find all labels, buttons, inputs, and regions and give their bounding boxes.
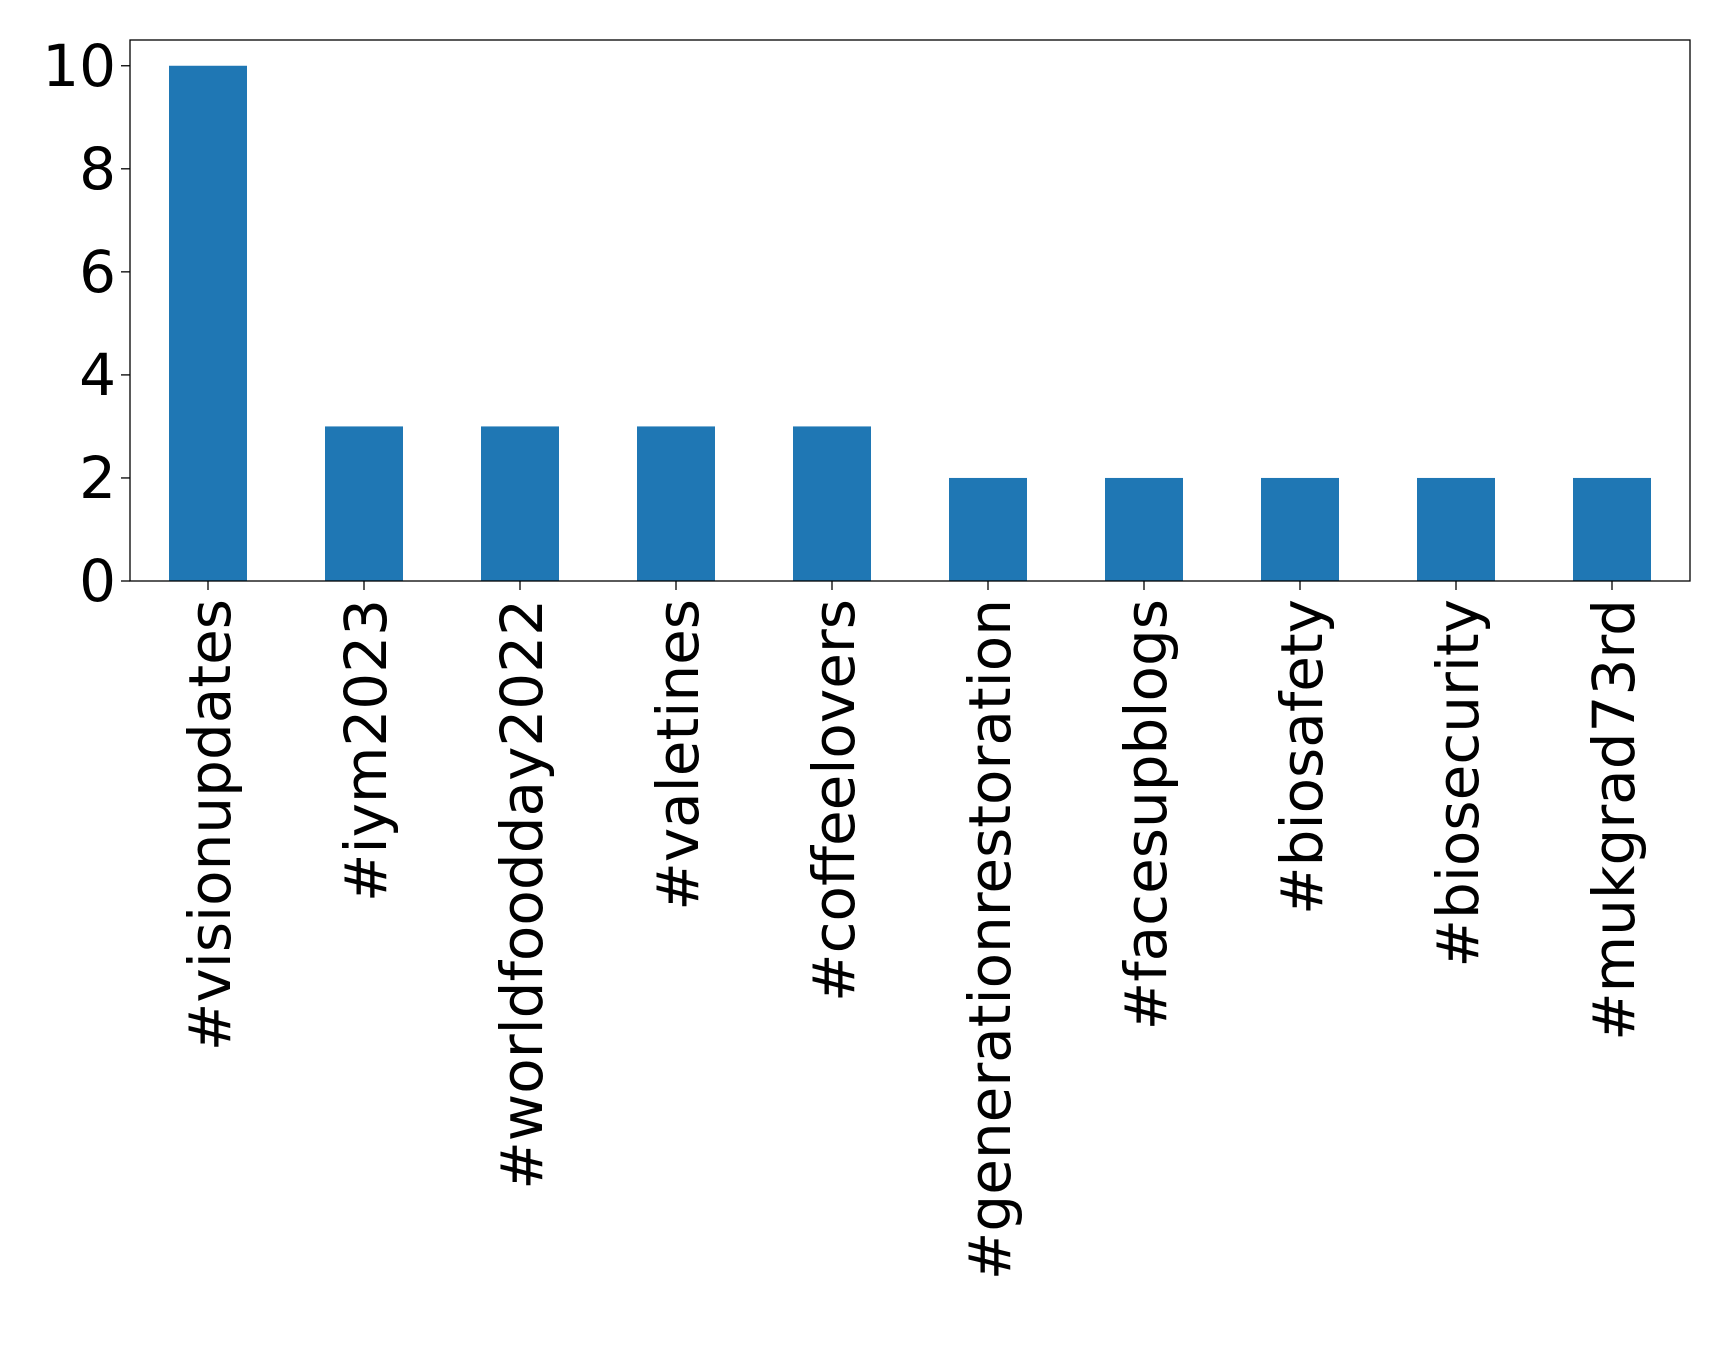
x-tick-label: #mukgrad73rd [1580,599,1648,1041]
x-tick-label: #biosecurity [1424,599,1492,968]
bar [169,65,247,581]
x-tick-label: #biosafety [1268,599,1336,915]
bar [637,426,715,581]
x-tick-label: #generationrestoration [956,599,1024,1280]
bar [1573,477,1651,581]
x-tick-label: #valetines [644,599,712,911]
y-tick-label: 0 [79,547,116,615]
bar [1105,477,1183,581]
y-tick-label: 4 [79,341,116,409]
bar [325,426,403,581]
x-tick-label: #visionupdates [176,599,244,1051]
y-tick-label: 6 [79,238,116,306]
x-tick-label: #facesupblogs [1112,599,1180,1030]
x-tick-label: #worldfoodday2022 [488,599,556,1190]
y-tick-label: 2 [79,444,116,512]
x-tick-label: #coffeelovers [800,599,868,1002]
bar [1261,477,1339,581]
bar [481,426,559,581]
y-axis: 0 2 4 6 8 10 [42,32,130,615]
bar-series [169,65,1651,581]
x-axis: #visionupdates #iym2023 #worldfoodday2022 #… [176,581,1648,1280]
bar [949,477,1027,581]
bar [1417,477,1495,581]
x-tick-label: #iym2023 [332,599,400,902]
bar [793,426,871,581]
plot-frame [129,39,1691,582]
y-tick-label: 10 [42,32,116,100]
y-tick-label: 8 [79,135,116,203]
